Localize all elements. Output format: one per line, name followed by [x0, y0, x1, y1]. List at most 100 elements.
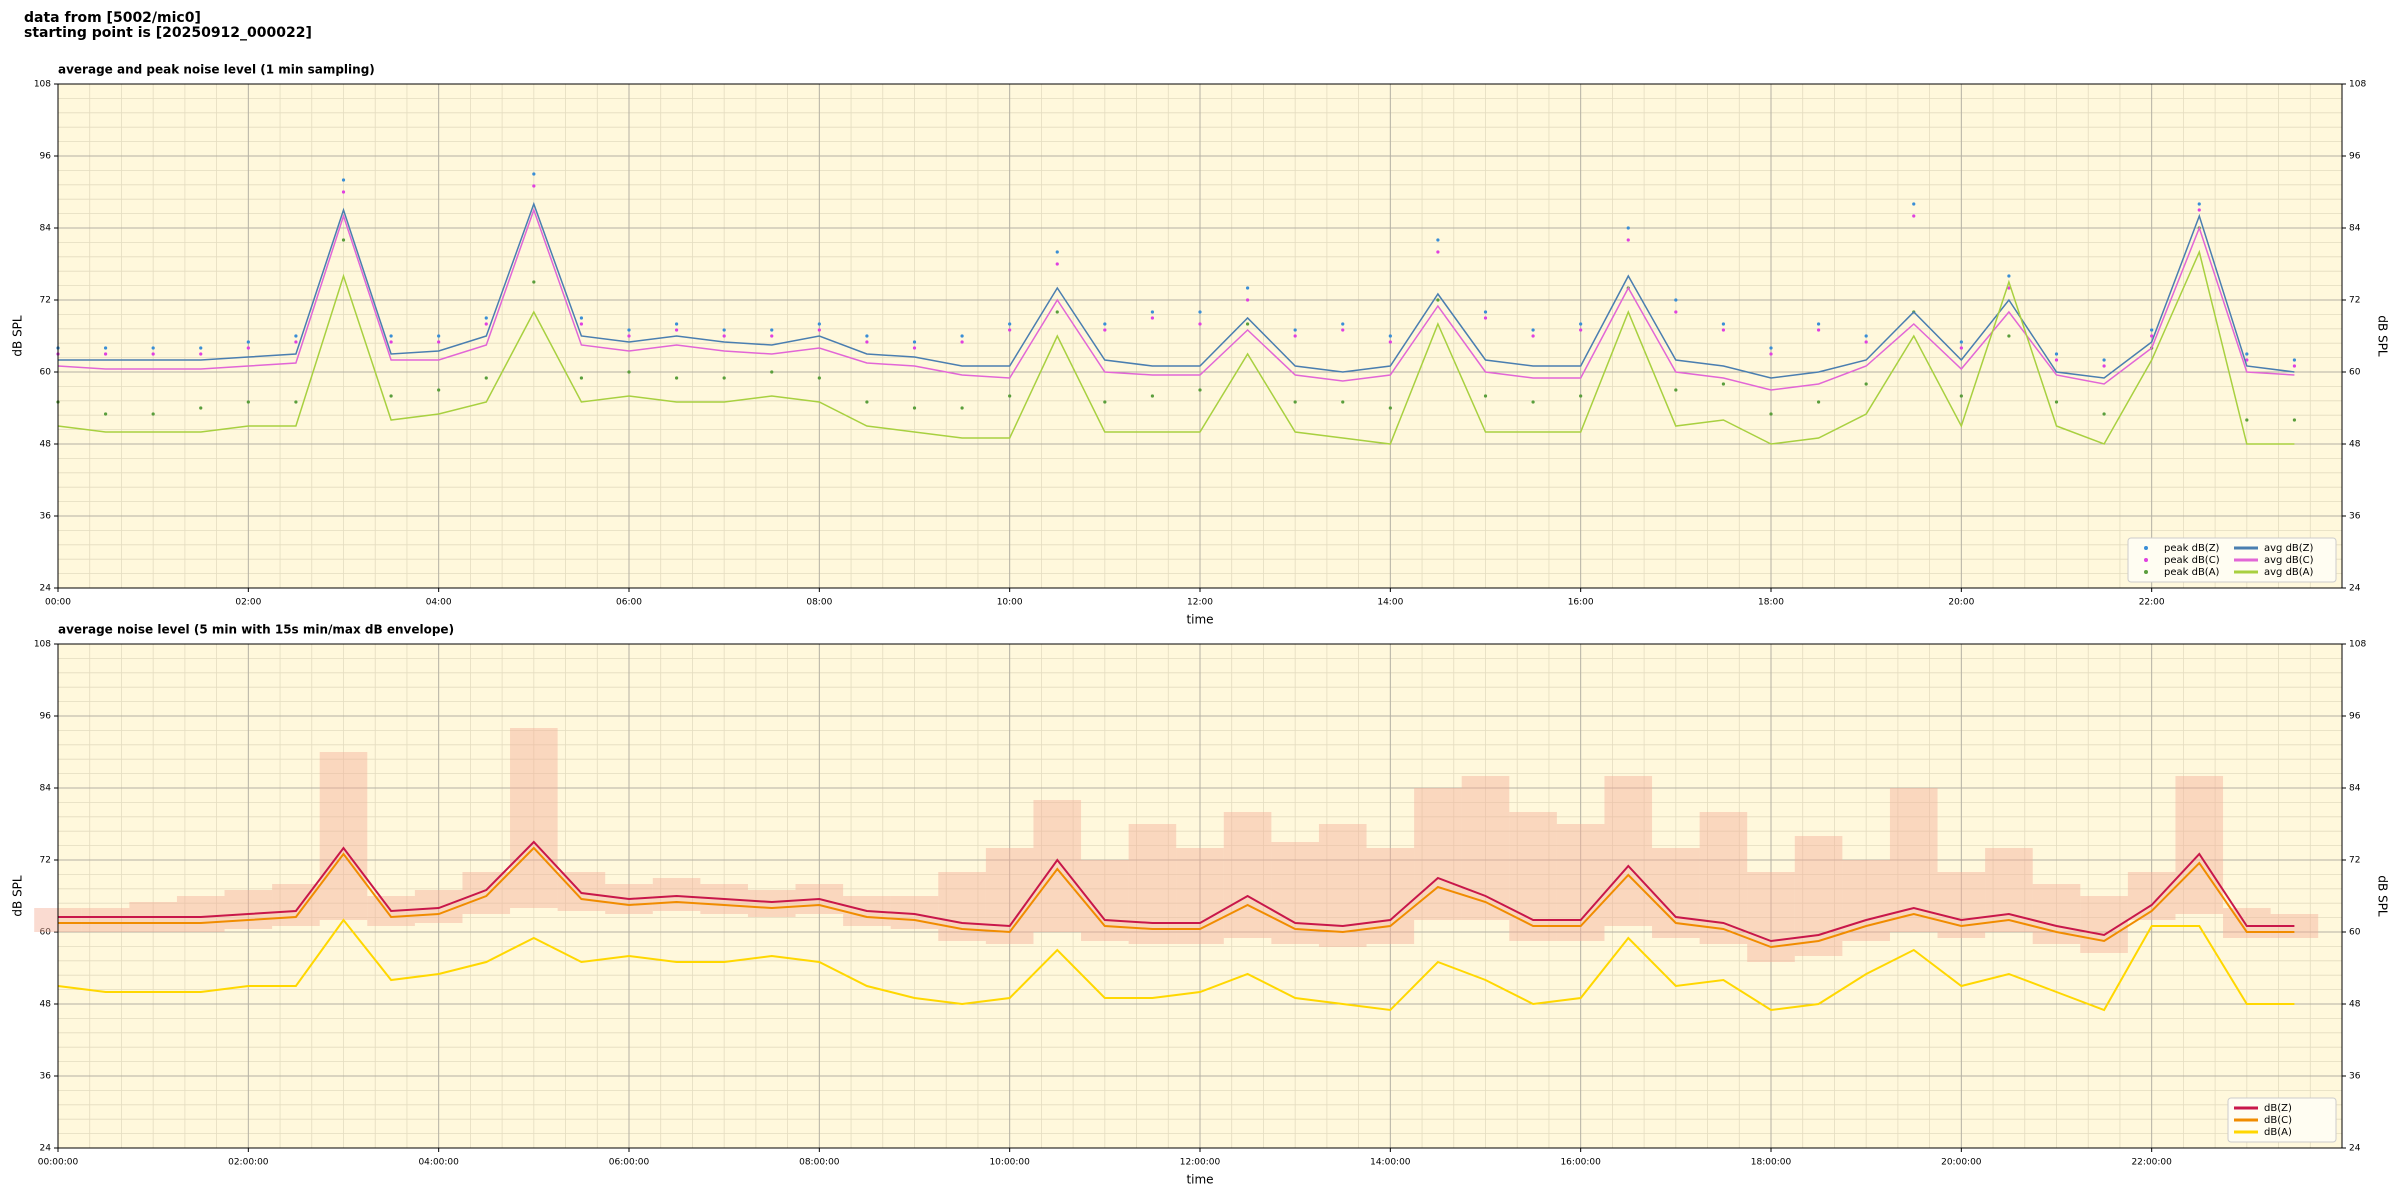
peak-dot — [2292, 418, 2297, 422]
peak-dot — [1674, 298, 1678, 302]
peak-dot — [103, 346, 108, 350]
peak-dot — [151, 346, 155, 350]
y-tick-label: 60 — [2349, 928, 2361, 938]
envelope-band — [1556, 824, 1605, 941]
envelope-band — [1699, 812, 1748, 944]
peak-dot — [722, 328, 726, 332]
peak-dot — [817, 322, 821, 326]
x-tick-label: 20:00:00 — [1941, 1158, 1982, 1168]
peak-dot — [389, 334, 393, 338]
peak-dot — [1674, 388, 1678, 392]
peak-dot — [1483, 316, 1488, 320]
legend-label: peak dB(Z) — [2164, 543, 2220, 554]
legend-label: avg dB(Z) — [2264, 543, 2314, 554]
peak-dot — [294, 400, 298, 404]
envelope-band — [510, 728, 558, 908]
x-tick-label: 00:00:00 — [38, 1158, 79, 1168]
peak-dot — [579, 316, 584, 320]
peak-dot — [294, 334, 298, 338]
envelope-band — [1889, 788, 1938, 932]
y-tick-label: 36 — [40, 512, 52, 522]
peak-dot — [199, 406, 203, 410]
peak-dot — [1436, 238, 1440, 242]
x-tick-label: 02:00 — [235, 598, 261, 608]
envelope-band — [985, 848, 1034, 944]
peak-dot — [1531, 400, 1535, 404]
peak-dot — [2245, 358, 2249, 362]
peak-dot — [1721, 328, 1726, 332]
peak-dot — [1816, 328, 1821, 332]
envelope-band — [319, 752, 368, 920]
envelope-band — [747, 890, 796, 917]
y-tick-label: 72 — [40, 856, 51, 866]
peak-dot — [1388, 340, 1392, 344]
peak-dot — [722, 376, 726, 380]
legend-label: avg dB(A) — [2264, 567, 2314, 578]
envelope-band — [1937, 872, 1986, 938]
peak-dot — [1341, 400, 1345, 404]
peak-dot — [437, 334, 441, 338]
peak-dot — [627, 328, 631, 332]
peak-dot — [341, 238, 346, 242]
x-tick-label: 18:00 — [1758, 598, 1784, 608]
legend: peak dB(Z)peak dB(C)peak dB(A)avg dB(Z)a… — [2127, 537, 2337, 583]
peak-dot — [2150, 328, 2154, 332]
series-line — [57, 207, 2295, 391]
peak-dot — [2007, 334, 2011, 338]
peak-dot — [912, 406, 917, 410]
x-tick-label: 06:00:00 — [609, 1158, 650, 1168]
envelope-band — [1461, 776, 1510, 920]
legend-label: dB(C) — [2264, 1115, 2292, 1126]
peak-dot — [199, 352, 203, 356]
y-tick-label: 96 — [40, 152, 52, 162]
peak-dot — [722, 334, 726, 338]
envelope-band — [1033, 800, 1082, 932]
envelope-band — [1747, 872, 1795, 962]
peak-dot — [1864, 382, 1868, 386]
peak-dot — [1198, 322, 1202, 326]
peak-dot — [246, 346, 250, 350]
x-tick-label: 12:00 — [1187, 598, 1213, 608]
legend-label: avg dB(C) — [2264, 555, 2314, 566]
peak-dot — [2197, 208, 2201, 212]
peak-dot — [1293, 328, 1297, 332]
peak-dot — [103, 412, 108, 416]
x-tick-label: 10:00:00 — [989, 1158, 1030, 1168]
y-tick-label: 48 — [2349, 1000, 2361, 1010]
peak-dot — [817, 376, 821, 380]
y-axis-label: dB SPL — [11, 875, 25, 917]
y-tick-label: 84 — [2349, 784, 2361, 794]
y-tick-label: 108 — [34, 80, 51, 90]
peak-dot — [1198, 310, 1202, 314]
peak-dot — [532, 172, 536, 176]
x-tick-label: 18:00:00 — [1751, 1158, 1792, 1168]
peak-dot — [532, 184, 536, 188]
y-tick-label: 96 — [2349, 712, 2361, 722]
y-tick-label: 96 — [2349, 152, 2361, 162]
peak-dot — [532, 280, 536, 284]
legend-box — [2127, 537, 2337, 583]
envelope-band — [2175, 776, 2224, 914]
y-tick-label: 72 — [2349, 856, 2360, 866]
envelope-band — [81, 908, 130, 932]
legend-label: peak dB(A) — [2164, 567, 2220, 578]
peak-dot — [2054, 358, 2059, 362]
y-tick-label: 108 — [2349, 80, 2366, 90]
x-tick-label: 08:00:00 — [799, 1158, 840, 1168]
envelope-band — [2223, 908, 2271, 938]
x-tick-label: 04:00:00 — [418, 1158, 459, 1168]
x-tick-label: 22:00:00 — [2131, 1158, 2172, 1168]
x-tick-label: 06:00 — [616, 598, 642, 608]
legend-label: dB(A) — [2264, 1127, 2292, 1138]
y-tick-label: 72 — [40, 296, 51, 306]
peak-dot — [1531, 334, 1535, 338]
peak-dot — [1912, 214, 1916, 218]
peak-dot — [1959, 346, 1963, 350]
peak-dot — [1341, 328, 1345, 332]
peak-dot — [1579, 328, 1583, 332]
y-tick-label: 48 — [2349, 440, 2361, 450]
peak-dot — [103, 352, 108, 356]
x-axis-label: time — [1186, 1173, 1213, 1187]
header-line: data from [5002/mic0] — [24, 10, 201, 26]
peak-dot — [1008, 328, 1012, 332]
